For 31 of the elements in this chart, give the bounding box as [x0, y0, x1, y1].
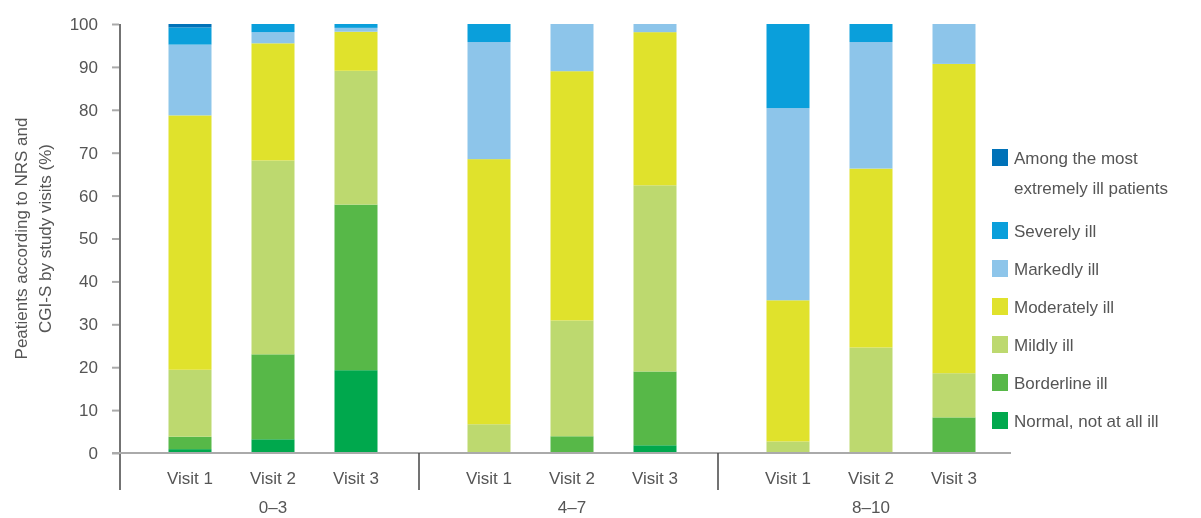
- y-tick-label: 80: [79, 100, 98, 120]
- legend-label: Severely ill: [1014, 222, 1097, 241]
- legend-label: Borderline ill: [1014, 374, 1108, 393]
- y-tick-label: 70: [79, 143, 98, 163]
- text: 8–10: [852, 498, 890, 517]
- x-tick-label: Visit 1: [466, 469, 512, 488]
- x-tick-label: Visit 2: [549, 469, 595, 488]
- legend-label: Among the most extremely ill patients: [1014, 149, 1169, 198]
- y-axis-title: Peatients according to NRS and CGI-S by study visits (%): [12, 117, 55, 360]
- y-tick-label: 90: [79, 57, 98, 77]
- y-tick-label: 30: [79, 315, 98, 335]
- x-tick-label: Visit 1: [765, 469, 811, 488]
- x-tick-label: Visit 3: [632, 469, 678, 488]
- x-tick-label: Visit 2: [250, 469, 296, 488]
- y-tick-label: 50: [79, 229, 98, 249]
- legend-label: Normal, not at all ill: [1014, 412, 1159, 431]
- y-tick-label: 10: [79, 401, 98, 421]
- text: 0–3: [258, 498, 288, 517]
- x-tick-label: Visit 3: [333, 469, 379, 488]
- x-tick-label: Visit 1: [167, 469, 213, 488]
- legend-label: Markedly ill: [1014, 260, 1100, 279]
- y-tick-label: 40: [79, 272, 98, 292]
- text: 4–7: [557, 498, 587, 517]
- legend-label: Mildly ill: [1014, 336, 1074, 355]
- y-tick-label: 20: [79, 358, 98, 378]
- y-tick-label: 0: [88, 443, 98, 463]
- y-tick-label: 60: [79, 186, 98, 206]
- x-tick-label: Visit 2: [848, 469, 894, 488]
- legend-label: Moderately ill: [1014, 298, 1115, 317]
- x-tick-label: Visit 3: [931, 469, 977, 488]
- y-tick-label: 100: [69, 14, 98, 34]
